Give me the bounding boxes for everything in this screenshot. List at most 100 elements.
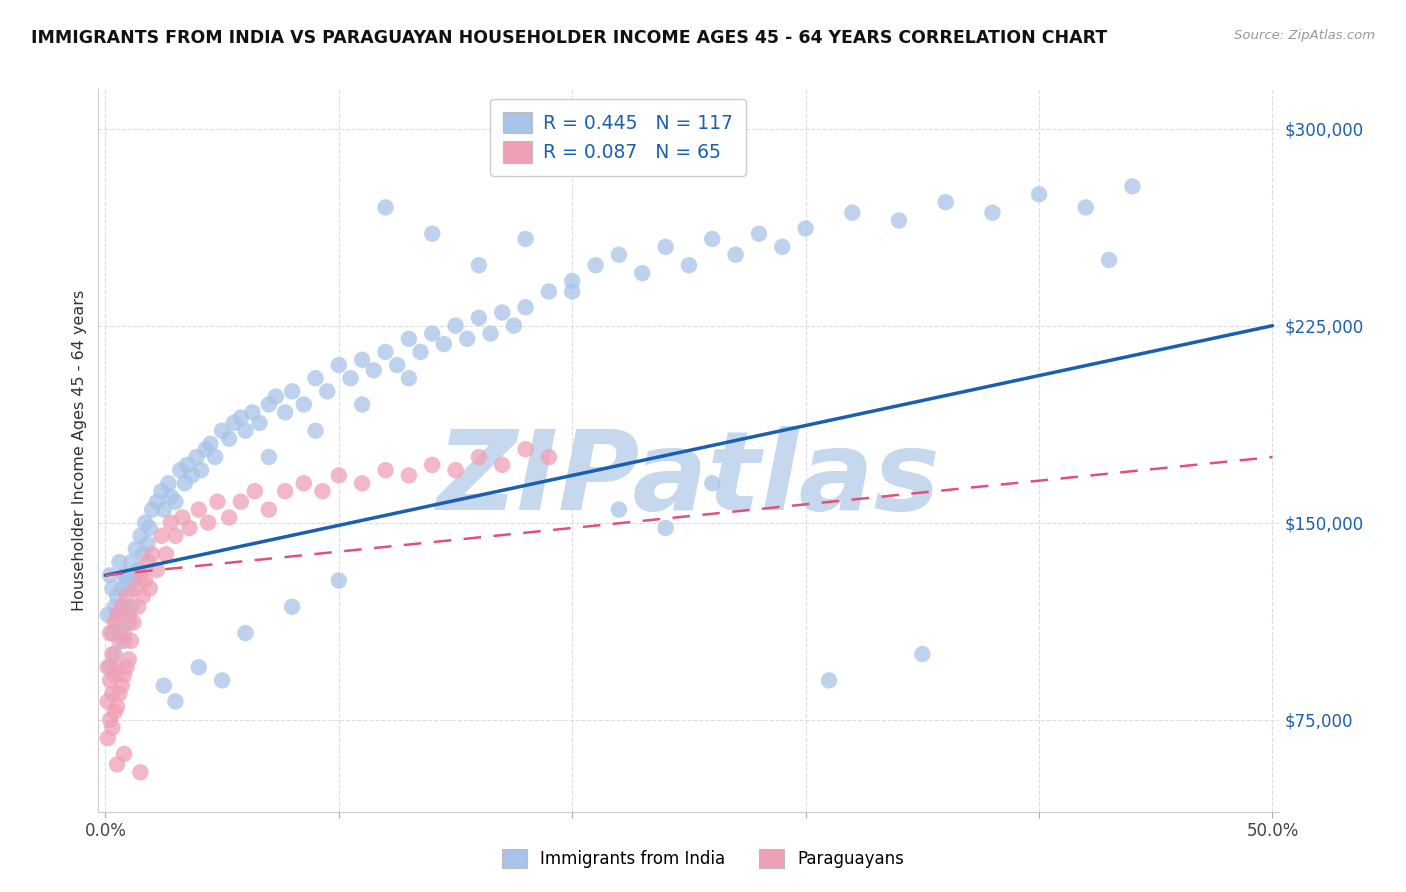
Point [398, 371, 420, 385]
Text: Source: ZipAtlas.com: Source: ZipAtlas.com [1234, 29, 1375, 43]
Point [257, 502, 280, 516]
Point [515, 300, 537, 314]
Point [180, 468, 202, 483]
Point [186, 450, 208, 464]
Point [127, 599, 149, 614]
Point [1121, 179, 1143, 194]
Point [607, 248, 630, 262]
Point [420, 458, 443, 472]
Point [120, 599, 142, 614]
Point [112, 568, 135, 582]
Point [561, 274, 583, 288]
Point [146, 494, 169, 508]
Point [108, 555, 131, 569]
Point [468, 310, 491, 325]
Point [211, 673, 233, 688]
Point [115, 660, 138, 674]
Point [678, 258, 700, 272]
Point [152, 679, 174, 693]
Point [398, 468, 420, 483]
Point [222, 416, 245, 430]
Point [398, 332, 420, 346]
Point [111, 599, 134, 614]
Point [104, 668, 127, 682]
Point [339, 371, 361, 385]
Point [118, 607, 141, 622]
Point [229, 494, 252, 508]
Point [141, 547, 163, 561]
Point [98, 660, 121, 674]
Point [141, 502, 163, 516]
Point [585, 258, 607, 272]
Point [444, 463, 467, 477]
Point [242, 405, 264, 419]
Point [101, 647, 124, 661]
Point [150, 529, 173, 543]
Point [98, 673, 121, 688]
Point [104, 705, 127, 719]
Point [125, 541, 148, 556]
Point [724, 248, 747, 262]
Point [818, 673, 841, 688]
Point [187, 660, 209, 674]
Point [702, 476, 724, 491]
Point [274, 484, 297, 499]
Point [197, 516, 219, 530]
Point [229, 410, 252, 425]
Point [911, 647, 934, 661]
Point [515, 442, 537, 457]
Point [101, 582, 124, 596]
Legend: R = 0.445   N = 117, R = 0.087   N = 65: R = 0.445 N = 117, R = 0.087 N = 65 [491, 99, 747, 176]
Point [136, 537, 159, 551]
Point [120, 634, 142, 648]
Point [176, 458, 198, 472]
Point [97, 731, 120, 746]
Text: ZIPatlas: ZIPatlas [437, 425, 941, 533]
Point [257, 450, 280, 464]
Point [136, 555, 159, 569]
Point [132, 547, 155, 561]
Point [257, 397, 280, 411]
Point [111, 679, 134, 693]
Point [981, 205, 1004, 219]
Point [409, 345, 432, 359]
Y-axis label: Householder Income Ages 45 - 64 years: Householder Income Ages 45 - 64 years [72, 290, 87, 611]
Point [537, 450, 560, 464]
Point [491, 305, 513, 319]
Point [304, 371, 326, 385]
Point [125, 582, 148, 596]
Point [173, 476, 195, 491]
Point [304, 424, 326, 438]
Point [468, 258, 491, 272]
Point [274, 405, 297, 419]
Point [97, 660, 120, 674]
Point [139, 521, 162, 535]
Point [105, 607, 128, 622]
Point [129, 568, 152, 582]
Point [352, 397, 374, 411]
Point [159, 490, 181, 504]
Point [112, 626, 135, 640]
Point [111, 582, 134, 596]
Point [122, 574, 145, 588]
Point [433, 337, 456, 351]
Point [105, 757, 128, 772]
Point [631, 266, 654, 280]
Point [157, 476, 180, 491]
Point [935, 195, 957, 210]
Point [794, 221, 817, 235]
Point [115, 589, 138, 603]
Point [502, 318, 524, 333]
Text: IMMIGRANTS FROM INDIA VS PARAGUAYAN HOUSEHOLDER INCOME AGES 45 - 64 YEARS CORREL: IMMIGRANTS FROM INDIA VS PARAGUAYAN HOUS… [31, 29, 1107, 47]
Point [172, 510, 194, 524]
Point [292, 476, 315, 491]
Point [129, 529, 152, 543]
Point [105, 660, 128, 674]
Point [328, 358, 350, 372]
Point [456, 332, 478, 346]
Point [150, 484, 173, 499]
Point [211, 424, 233, 438]
Point [187, 502, 209, 516]
Point [165, 494, 187, 508]
Point [316, 384, 339, 399]
